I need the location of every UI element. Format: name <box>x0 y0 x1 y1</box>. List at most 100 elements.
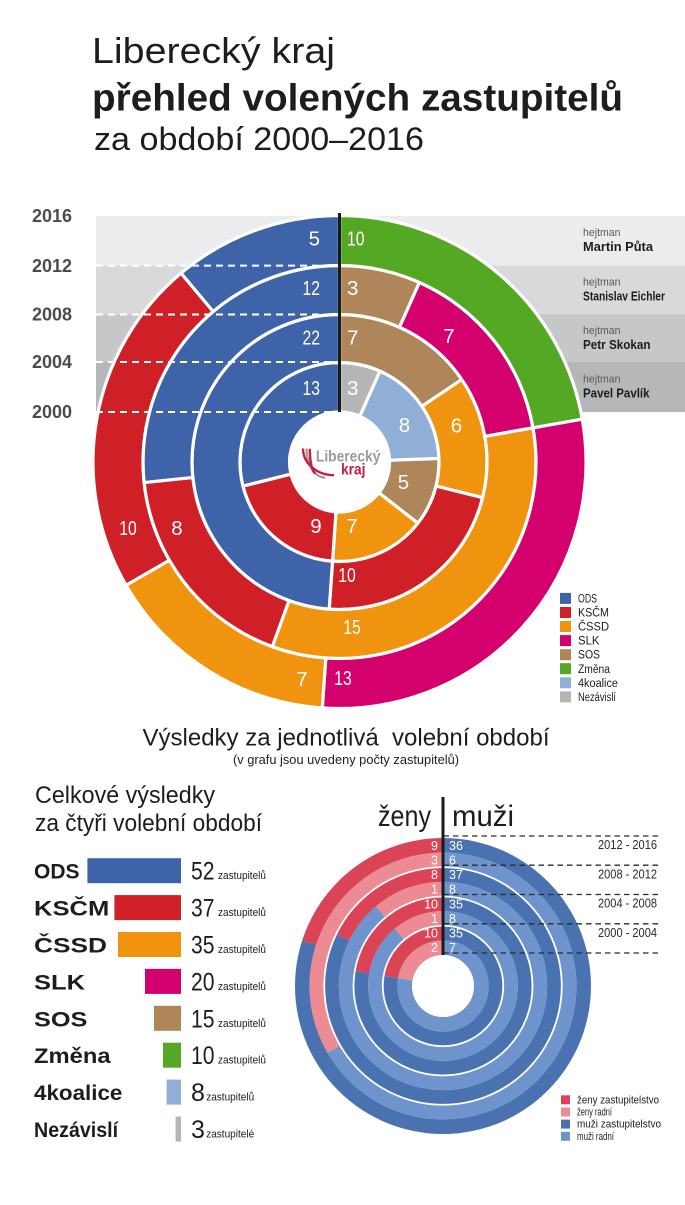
svg-text:Změna: Změna <box>34 1045 111 1068</box>
svg-text:6: 6 <box>451 415 462 438</box>
svg-text:5: 5 <box>398 471 409 494</box>
svg-text:Pavel Pavlík: Pavel Pavlík <box>583 386 650 401</box>
svg-text:2: 2 <box>431 941 438 955</box>
svg-text:15: 15 <box>191 1005 215 1033</box>
svg-text:3: 3 <box>191 1116 205 1144</box>
svg-text:ženy zastupitelstvo: ženy zastupitelstvo <box>577 1094 659 1106</box>
svg-text:zastupitelé: zastupitelé <box>206 1129 254 1141</box>
svg-text:2008 - 2012: 2008 - 2012 <box>598 866 657 881</box>
svg-text:2012 - 2016: 2012 - 2016 <box>598 837 657 852</box>
svg-text:7: 7 <box>347 327 358 350</box>
svg-text:20: 20 <box>191 968 215 996</box>
svg-text:zastupitelů: zastupitelů <box>218 907 266 919</box>
svg-text:7: 7 <box>346 515 357 538</box>
svg-text:4koalice: 4koalice <box>578 678 618 690</box>
svg-text:35: 35 <box>191 932 215 960</box>
svg-text:hejtman: hejtman <box>583 227 621 239</box>
svg-text:Stanislav Eichler: Stanislav Eichler <box>583 289 665 304</box>
svg-text:13: 13 <box>303 377 321 400</box>
svg-text:4koalice: 4koalice <box>34 1082 122 1105</box>
svg-text:Výsledky za jednotlivá volebn: Výsledky za jednotlivá volební období <box>143 725 550 752</box>
svg-text:SLK: SLK <box>578 636 600 648</box>
svg-text:2016: 2016 <box>32 206 72 226</box>
svg-text:Celkové výsledky: Celkové výsledky <box>35 782 215 809</box>
svg-text:12: 12 <box>303 277 321 300</box>
svg-text:SOS: SOS <box>578 650 600 662</box>
svg-text:6: 6 <box>449 853 456 867</box>
svg-text:3: 3 <box>431 853 438 867</box>
svg-text:muži radní: muži radní <box>577 1131 614 1143</box>
svg-text:KSČM: KSČM <box>578 606 609 619</box>
svg-text:9: 9 <box>310 515 321 538</box>
svg-text:zastupitelů: zastupitelů <box>218 981 266 993</box>
svg-text:36: 36 <box>449 839 463 853</box>
svg-text:zastupitelů: zastupitelů <box>218 870 266 882</box>
svg-text:ženy: ženy <box>378 800 431 833</box>
svg-text:ženy radní: ženy radní <box>577 1106 612 1118</box>
svg-text:52: 52 <box>191 858 215 886</box>
svg-text:za období 2000–2016: za období 2000–2016 <box>94 121 424 157</box>
svg-text:10: 10 <box>347 228 365 251</box>
svg-text:5: 5 <box>309 228 320 251</box>
svg-text:2008: 2008 <box>32 305 72 325</box>
svg-text:10: 10 <box>119 517 137 540</box>
svg-text:Nezávislí: Nezávislí <box>578 692 617 704</box>
svg-text:za čtyři volební období: za čtyři volební období <box>35 810 262 837</box>
svg-text:37: 37 <box>191 895 215 923</box>
svg-text:zastupitelů: zastupitelů <box>206 1092 254 1104</box>
svg-text:ČSSD: ČSSD <box>578 621 609 634</box>
svg-text:8: 8 <box>171 517 182 540</box>
svg-text:10: 10 <box>338 564 356 587</box>
svg-text:10: 10 <box>191 1042 215 1070</box>
svg-text:2000 - 2004: 2000 - 2004 <box>598 925 657 940</box>
svg-text:1: 1 <box>431 883 438 897</box>
svg-text:8: 8 <box>449 883 456 897</box>
svg-text:kraj: kraj <box>341 462 366 479</box>
svg-text:35: 35 <box>449 897 463 911</box>
svg-text:8: 8 <box>399 414 410 437</box>
svg-text:hejtman: hejtman <box>583 277 621 289</box>
svg-text:muži zastupitelstvo: muži zastupitelstvo <box>577 1119 661 1131</box>
svg-text:(v grafu jsou uvedeny počty za: (v grafu jsou uvedeny počty zastupitelů) <box>233 752 459 767</box>
svg-text:10: 10 <box>424 897 438 911</box>
svg-text:Martin Půta: Martin Půta <box>583 239 654 254</box>
svg-text:10: 10 <box>424 927 438 941</box>
svg-text:2000: 2000 <box>32 402 72 422</box>
svg-text:3: 3 <box>347 277 358 300</box>
svg-text:15: 15 <box>343 616 361 639</box>
svg-text:muži: muži <box>452 800 514 833</box>
svg-text:7: 7 <box>443 325 454 348</box>
svg-text:Petr Skokan: Petr Skokan <box>583 337 651 352</box>
svg-text:ODS: ODS <box>34 861 80 884</box>
svg-text:SLK: SLK <box>34 971 85 994</box>
svg-text:zastupitelů: zastupitelů <box>218 944 266 956</box>
svg-text:ČSSD: ČSSD <box>34 934 107 958</box>
svg-text:1: 1 <box>431 912 438 926</box>
svg-text:zastupitelů: zastupitelů <box>218 1055 266 1067</box>
svg-text:Změna: Změna <box>578 664 611 676</box>
svg-text:8: 8 <box>191 1079 205 1107</box>
svg-text:22: 22 <box>303 327 321 350</box>
svg-text:KSČM: KSČM <box>34 897 109 921</box>
svg-text:7: 7 <box>449 941 456 955</box>
svg-text:SOS: SOS <box>34 1008 87 1031</box>
svg-text:2004: 2004 <box>32 352 72 372</box>
svg-text:37: 37 <box>449 868 463 882</box>
svg-text:13: 13 <box>334 667 352 690</box>
svg-text:9: 9 <box>431 839 438 853</box>
svg-text:35: 35 <box>449 927 463 941</box>
svg-text:7: 7 <box>296 668 307 691</box>
svg-text:8: 8 <box>431 868 438 882</box>
svg-text:ODS: ODS <box>578 593 597 605</box>
svg-text:2012: 2012 <box>32 256 72 276</box>
svg-text:zastupitelů: zastupitelů <box>218 1018 266 1030</box>
svg-text:Liberecký: Liberecký <box>316 449 381 466</box>
svg-text:Liberecký kraj: Liberecký kraj <box>92 30 335 71</box>
svg-text:8: 8 <box>449 912 456 926</box>
svg-text:3: 3 <box>347 377 358 400</box>
svg-text:hejtman: hejtman <box>583 325 621 337</box>
svg-text:hejtman: hejtman <box>583 374 621 386</box>
svg-text:přehled volených zastupitelů: přehled volených zastupitelů <box>92 78 623 120</box>
svg-text:2004 - 2008: 2004 - 2008 <box>598 896 657 911</box>
svg-text:Nezávislí: Nezávislí <box>34 1119 119 1142</box>
